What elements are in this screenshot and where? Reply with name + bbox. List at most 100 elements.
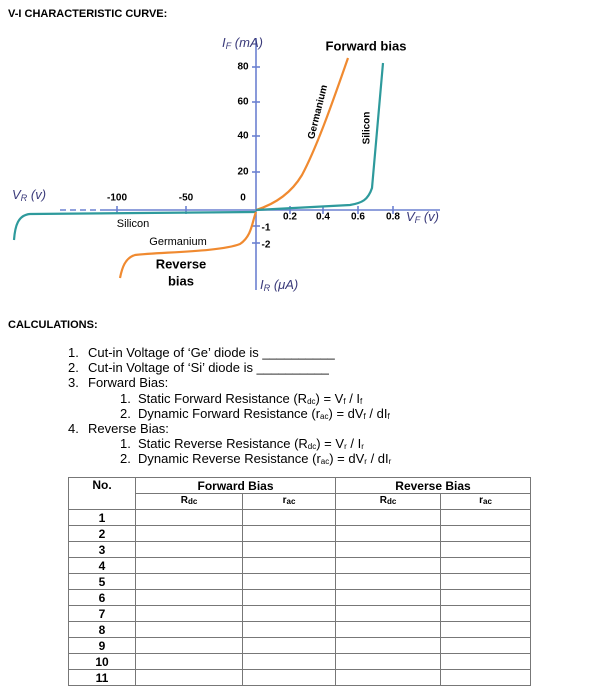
text-part: r [479, 495, 483, 506]
text-part: V [12, 187, 22, 202]
text-part: Reverse Bias: [88, 421, 169, 436]
empty-cell [135, 669, 243, 686]
subscript: R [264, 283, 271, 293]
text-part: Forward Bias: [88, 375, 169, 391]
empty-cell [242, 621, 336, 638]
list-item: Forward Bias: [88, 375, 168, 390]
row-number: 9 [68, 637, 136, 654]
subscript: f [360, 396, 363, 406]
column-header: Reverse Bias [335, 477, 531, 494]
item-number: 1. [120, 436, 131, 452]
empty-cell [242, 525, 336, 542]
subscript: F [226, 41, 232, 51]
subscript: f [363, 411, 366, 421]
subscript: r [364, 457, 367, 467]
empty-cell [335, 669, 441, 686]
empty-cell [335, 509, 441, 526]
tick-marks [116, 66, 394, 244]
row-number: 3 [68, 541, 136, 558]
column-subheader: Rdc [135, 493, 243, 510]
empty-cell [440, 525, 531, 542]
y-tick-label: 40 [237, 131, 249, 142]
data-row: 7 [68, 605, 531, 622]
item-number: 4. [68, 421, 79, 436]
empty-cell [242, 605, 336, 622]
title: V-I CHARACTERISTIC CURVE: [8, 8, 167, 20]
text-part: I [222, 35, 226, 50]
empty-cell [335, 589, 441, 606]
data-row: 5 [68, 573, 531, 590]
subscript: dc [386, 497, 397, 506]
empty-cell [242, 589, 336, 606]
text-part: R [379, 495, 387, 506]
empty-cell [335, 573, 441, 590]
empty-cell [135, 637, 243, 654]
text-part: (v) [420, 209, 439, 224]
empty-cell [440, 589, 531, 606]
empty-cell [335, 653, 441, 670]
text-part: Cut-in Voltage of ‘Si’ diode is ________… [88, 360, 329, 376]
subscript: F [415, 215, 421, 225]
data-row: 11 [68, 669, 531, 686]
x-tick-label: -50 [179, 193, 194, 204]
list-item: Reverse Bias: [88, 421, 169, 436]
item-number: 3. [68, 375, 79, 391]
subscript: r [388, 457, 392, 467]
empty-cell [440, 621, 531, 638]
x-tick-label: 0.2 [283, 212, 297, 223]
text-part: Static Reverse Resistance (R [138, 436, 308, 452]
data-row: 9 [68, 637, 531, 654]
sub-item: Dynamic Reverse Resistance (rac) = dVr /… [138, 451, 391, 469]
text-part: ) = dV [329, 451, 365, 467]
data-row: 3 [68, 541, 531, 558]
subheader-row: Rdc rac Rdc rac [69, 493, 531, 510]
empty-cell [440, 637, 531, 654]
empty-cell [440, 653, 531, 670]
y-tick-label: 0 [240, 193, 246, 204]
subscript: r [344, 442, 347, 452]
x-tick-label: -100 [107, 193, 127, 204]
empty-cell [135, 605, 243, 622]
subscript: ac [320, 457, 330, 467]
row-number: 7 [68, 605, 136, 622]
subscript: dc [307, 442, 317, 452]
germanium-label: Germanium [149, 236, 206, 248]
data-row: 4 [68, 557, 531, 574]
column-subheader: rac [440, 493, 531, 510]
empty-cell [335, 621, 441, 638]
text-part: / I [345, 390, 361, 406]
x-tick-label: 0.6 [351, 212, 365, 223]
calculations-heading: CALCULATIONS: [8, 319, 98, 331]
text-part: / I [346, 436, 362, 452]
sub-item: Dynamic Forward Resistance (rac) = dVf /… [138, 406, 390, 424]
empty-cell [242, 637, 336, 654]
list-item: Cut-in Voltage of ‘Ge’ diode is ________… [88, 345, 335, 360]
axes [60, 38, 440, 290]
x-axis-label: VF (v) [406, 209, 439, 225]
y-tick-label: -1 [262, 223, 271, 234]
item-number: 2. [68, 360, 79, 376]
empty-cell [335, 557, 441, 574]
y-tick-label: 60 [237, 97, 249, 108]
empty-cell [135, 525, 243, 542]
empty-cell [135, 573, 243, 590]
text-part: r [282, 495, 287, 506]
empty-cell [242, 653, 336, 670]
empty-cell [440, 509, 531, 526]
empty-cell [335, 541, 441, 558]
y-tick-label: 20 [237, 167, 249, 178]
item-number: 1. [120, 390, 131, 406]
vi-graph: V-I CHARACTERISTIC CURVE:IF (mA)VF (v)VR… [8, 8, 440, 331]
empty-cell [440, 669, 531, 686]
empty-cell [135, 621, 243, 638]
data-row: 2 [68, 525, 531, 542]
subscript: R [21, 193, 28, 203]
y-axis-label: IF (mA) [222, 35, 263, 51]
item-number: 1. [68, 345, 79, 360]
text-part: / dI [366, 451, 389, 467]
empty-cell [440, 605, 531, 622]
text-part: ) = V [316, 436, 345, 452]
sub-item: Static Reverse Resistance (Rdc) = Vr / I… [138, 436, 364, 454]
row-number: 10 [68, 653, 136, 670]
empty-cell [440, 573, 531, 590]
